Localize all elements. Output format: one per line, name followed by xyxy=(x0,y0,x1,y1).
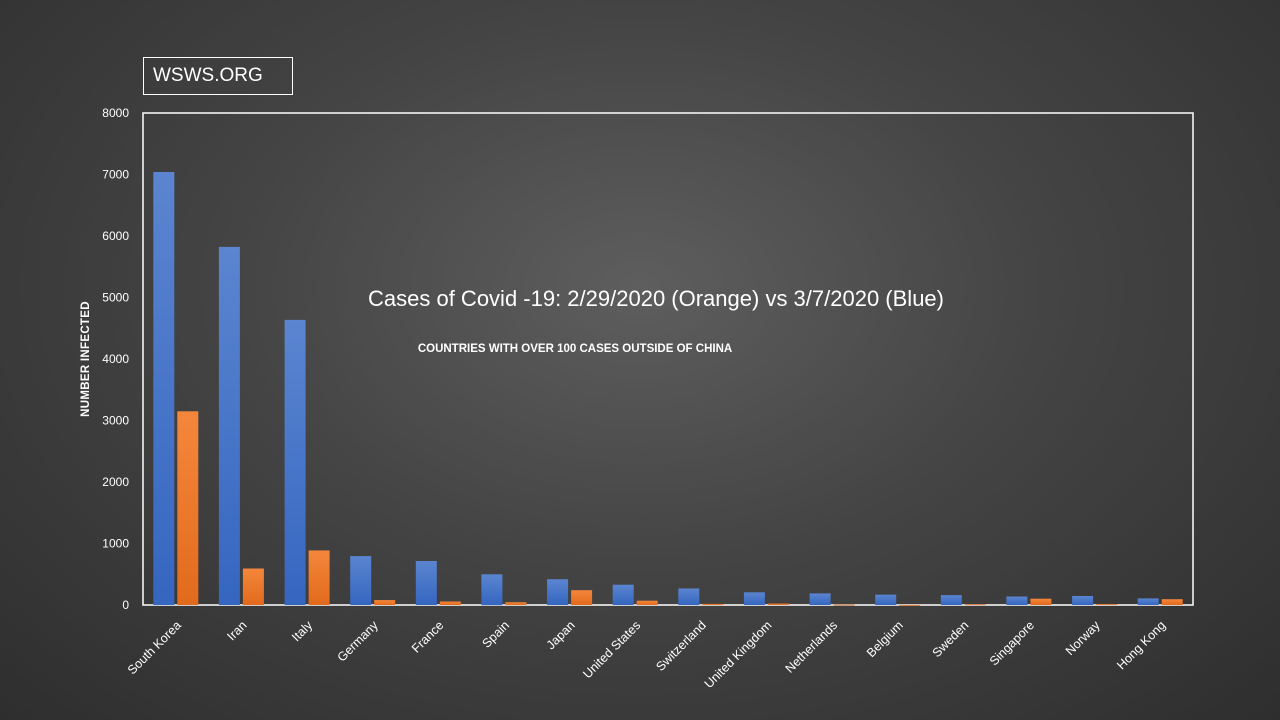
x-axis-ticks: South Korea Iran Italy Germany France Spain Ja… xyxy=(125,618,1168,691)
bar-blue-united-states xyxy=(612,584,634,605)
bar-orange-germany xyxy=(374,600,396,605)
x-tick-label: South Korea xyxy=(125,618,184,677)
x-tick-label: Norway xyxy=(1063,618,1103,658)
y-tick-label: 4000 xyxy=(102,352,129,366)
bar-blue-singapore xyxy=(1006,596,1028,605)
bars-group xyxy=(153,172,1183,606)
bar-orange-singapore xyxy=(1030,598,1052,605)
x-tick-label: Belgium xyxy=(864,618,906,660)
x-tick-label: Netherlands xyxy=(783,618,841,676)
bar-orange-italy xyxy=(308,550,330,605)
x-tick-label: Italy xyxy=(289,618,316,645)
x-tick-label: Switzerland xyxy=(653,618,709,674)
x-tick-label: France xyxy=(409,618,446,655)
y-tick-label: 5000 xyxy=(102,291,129,305)
bar-orange-spain xyxy=(505,602,527,605)
y-tick-label: 3000 xyxy=(102,414,129,428)
bar-orange-united-kingdom xyxy=(767,603,789,605)
bar-orange-belgium xyxy=(899,604,921,606)
y-tick-label: 0 xyxy=(122,598,129,612)
bar-blue-spain xyxy=(481,574,503,606)
y-tick-label: 1000 xyxy=(102,537,129,551)
bar-blue-france xyxy=(415,561,437,605)
chart-subtitle: COUNTRIES WITH OVER 100 CASES OUTSIDE OF… xyxy=(418,343,732,355)
bar-orange-japan xyxy=(571,590,593,605)
x-tick-label: Germany xyxy=(335,618,382,665)
bar-blue-italy xyxy=(284,319,306,605)
brand-label: WSWS.ORG xyxy=(143,57,293,95)
x-tick-label: Singapore xyxy=(987,618,1037,668)
bar-orange-south-korea xyxy=(177,411,199,605)
y-tick-label: 2000 xyxy=(102,475,129,489)
y-tick-label: 6000 xyxy=(102,229,129,243)
y-tick-label: 7000 xyxy=(102,168,129,182)
bar-orange-united-states xyxy=(636,600,658,605)
bar-blue-norway xyxy=(1072,596,1094,605)
bar-blue-belgium xyxy=(875,594,897,605)
x-tick-label: Japan xyxy=(544,618,578,652)
bar-blue-iran xyxy=(218,246,240,605)
bar-orange-france xyxy=(439,601,461,605)
x-tick-label: United States xyxy=(580,618,643,681)
x-tick-label: Spain xyxy=(480,618,513,651)
bar-blue-sweden xyxy=(940,595,962,605)
chart-title: Cases of Covid -19: 2/29/2020 (Orange) v… xyxy=(368,286,944,311)
x-tick-label: United Kingdom xyxy=(702,618,775,691)
bar-blue-japan xyxy=(547,579,569,605)
bar-blue-switzerland xyxy=(678,588,700,605)
plot-frame xyxy=(142,112,1194,606)
bar-blue-united-kingdom xyxy=(743,592,765,605)
x-tick-label: Iran xyxy=(224,618,249,643)
x-tick-label: Sweden xyxy=(930,618,972,660)
x-tick-label: Hong Kong xyxy=(1114,618,1168,672)
bar-blue-hong-kong xyxy=(1137,598,1159,605)
bar-blue-south-korea xyxy=(153,172,175,605)
bar-orange-sweden xyxy=(964,604,986,606)
bar-orange-hong-kong xyxy=(1161,599,1183,605)
bar-blue-germany xyxy=(350,556,372,605)
bar-orange-iran xyxy=(242,568,264,605)
bar-orange-netherlands xyxy=(833,604,855,606)
bar-orange-switzerland xyxy=(702,603,724,605)
y-tick-label: 8000 xyxy=(102,106,129,120)
bar-blue-netherlands xyxy=(809,593,831,605)
y-axis-ticks: 0 1000 2000 3000 4000 5000 6000 7000 8000 xyxy=(102,106,129,612)
bar-orange-norway xyxy=(1096,604,1118,605)
y-axis-label: NUMBER INFECTED xyxy=(80,301,92,417)
